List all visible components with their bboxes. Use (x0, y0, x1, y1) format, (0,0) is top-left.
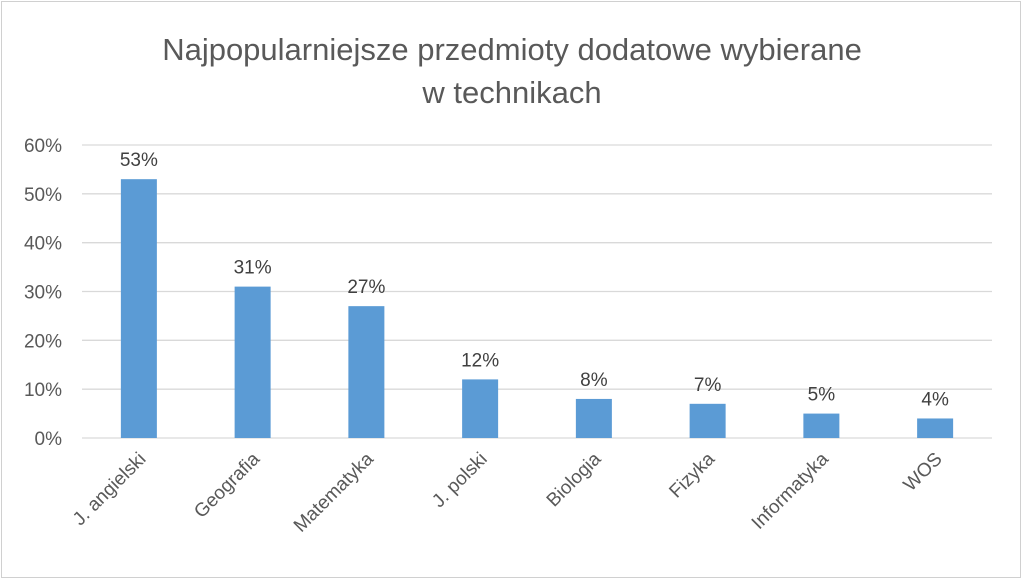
bar (803, 413, 840, 438)
bar (917, 418, 954, 438)
category-label: Informatyka (748, 448, 833, 533)
category-label: WOS (900, 449, 947, 496)
data-label: 8% (580, 370, 608, 391)
y-tick-label: 50% (24, 185, 62, 206)
category-label: Biologia (543, 448, 606, 511)
bar (120, 179, 157, 438)
data-label: 31% (234, 258, 272, 279)
bar (575, 398, 612, 438)
data-label: 5% (808, 385, 836, 406)
chart-title-line-2: w technikach (422, 75, 602, 110)
y-tick-label: 60% (24, 136, 62, 157)
chart-title-line-1: Najpopularniejsze przedmioty dodatowe wy… (162, 32, 862, 67)
data-label: 53% (120, 150, 158, 171)
category-label: Geografia (190, 448, 264, 522)
chart-title: Najpopularniejsze przedmioty dodatowe wy… (0, 28, 1024, 114)
category-label: Fizyka (665, 448, 719, 502)
y-tick-label: 0% (35, 429, 63, 450)
category-label: Matematyka (290, 448, 378, 536)
bar (689, 403, 726, 438)
category-label: J. angielski (69, 449, 150, 530)
y-tick-label: 10% (24, 380, 62, 401)
bar (348, 306, 385, 438)
data-label: 4% (921, 389, 949, 410)
y-tick-label: 30% (24, 283, 62, 304)
data-label: 27% (347, 277, 385, 298)
data-label: 7% (694, 375, 722, 396)
category-label: J. polski (428, 449, 491, 512)
bar (462, 379, 499, 438)
data-label: 12% (461, 350, 499, 371)
bar (234, 286, 271, 438)
y-tick-label: 20% (24, 331, 62, 352)
y-tick-label: 40% (24, 234, 62, 255)
